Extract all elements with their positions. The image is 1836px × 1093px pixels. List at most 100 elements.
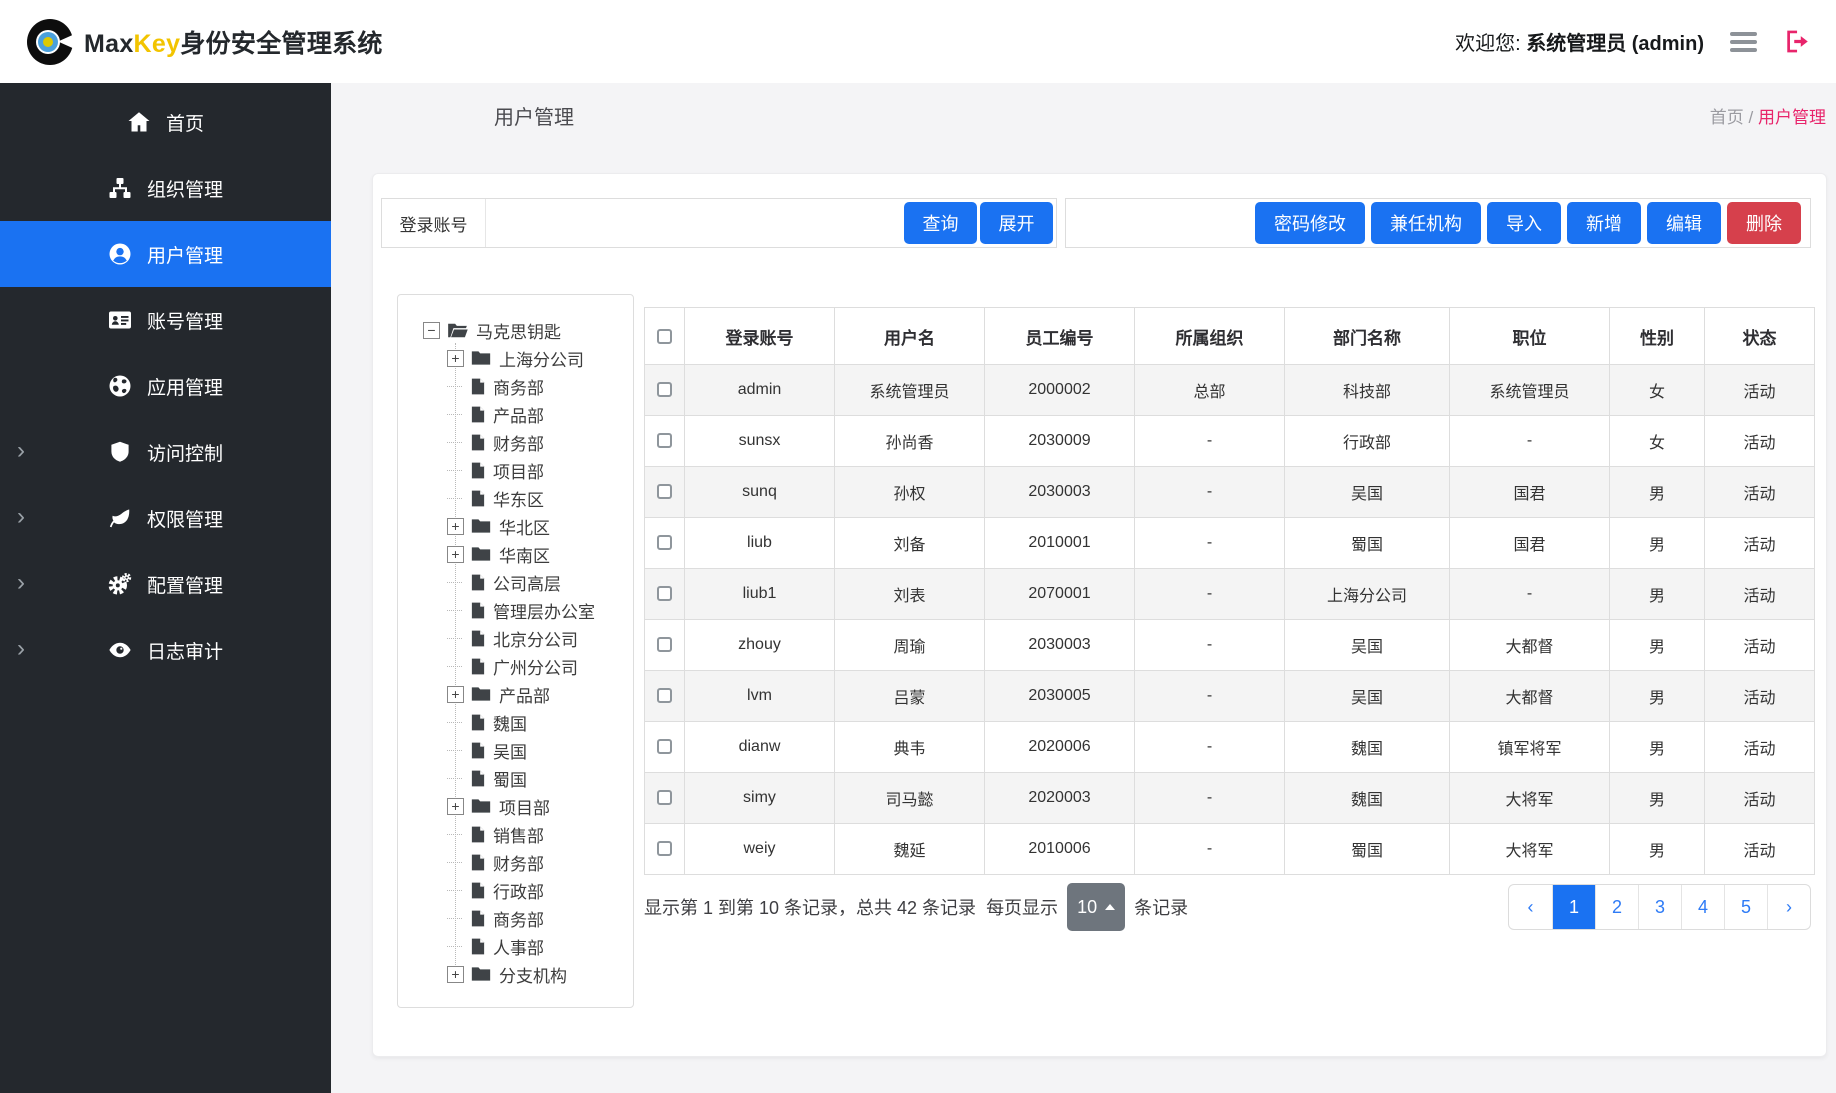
- page-size-select[interactable]: 10: [1067, 883, 1126, 931]
- login-account-input[interactable]: [486, 199, 904, 247]
- secondary-org-button[interactable]: 兼任机构: [1371, 202, 1481, 244]
- sidebar: 首页 组织管理 用户管理 账号管理 应用管理 › 访问控制 › 权限管理 › 配置管理 › 日志审计: [0, 83, 331, 1093]
- tree-node[interactable]: 行政部: [398, 876, 633, 904]
- table-cell: 男: [1609, 721, 1705, 773]
- row-checkbox[interactable]: [657, 841, 672, 857]
- row-checkbox-cell: [644, 823, 685, 875]
- table-row[interactable]: admin 系统管理员 2000002 总部 科技部 系统管理员女活动: [644, 364, 1815, 416]
- table-row[interactable]: sunq 孙权 2030003- 吴国 国君男活动: [644, 466, 1815, 518]
- tree-node[interactable]: 公司高层: [398, 568, 633, 596]
- main-layout: 首页 组织管理 用户管理 账号管理 应用管理 › 访问控制 › 权限管理 › 配置管理 › 日志审计 用…: [0, 83, 1836, 1093]
- tree-node[interactable]: 财务部: [398, 428, 633, 456]
- row-checkbox[interactable]: [657, 739, 672, 755]
- tree-node[interactable]: 华东区: [398, 484, 633, 512]
- row-checkbox-cell: [644, 670, 685, 722]
- edit-button[interactable]: 编辑: [1647, 202, 1721, 244]
- tree-node[interactable]: 商务部: [398, 372, 633, 400]
- tree-node[interactable]: 产品部: [398, 400, 633, 428]
- add-button[interactable]: 新增: [1567, 202, 1641, 244]
- tree-node[interactable]: 项目部: [398, 456, 633, 484]
- table-cell: 男: [1609, 670, 1705, 722]
- row-checkbox[interactable]: [657, 637, 672, 653]
- sidebar-item-user-mgmt[interactable]: 用户管理: [0, 221, 331, 287]
- table-row[interactable]: dianw 典韦 2020006- 魏国 镇军将军男活动: [644, 721, 1815, 773]
- table-row[interactable]: liub 刘备 2010001- 蜀国 国君男活动: [644, 517, 1815, 569]
- row-checkbox[interactable]: [657, 484, 672, 500]
- tree-expander-plus-icon[interactable]: +: [447, 685, 464, 703]
- tree-node[interactable]: − 马克思钥匙: [398, 316, 633, 344]
- tree-expander-plus-icon[interactable]: +: [447, 965, 464, 983]
- table-row[interactable]: sunsx 孙尚香 2030009- 行政部 - 女活动: [644, 415, 1815, 467]
- tree-node[interactable]: 管理层办公室: [398, 596, 633, 624]
- tree-node[interactable]: 北京分公司: [398, 624, 633, 652]
- page-button-4[interactable]: 4: [1681, 885, 1724, 929]
- sidebar-item-config-mgmt[interactable]: › 配置管理: [0, 551, 331, 617]
- sidebar-item-permission-mgmt[interactable]: › 权限管理: [0, 485, 331, 551]
- tree-node[interactable]: + 分支机构: [398, 960, 633, 988]
- expand-button[interactable]: 展开: [980, 202, 1053, 244]
- page-button-5[interactable]: 5: [1724, 885, 1767, 929]
- table-cell: 活动: [1704, 415, 1815, 467]
- tree-node[interactable]: 商务部: [398, 904, 633, 932]
- sidebar-item-org-mgmt[interactable]: 组织管理: [0, 155, 331, 221]
- logout-icon[interactable]: [1783, 28, 1810, 55]
- sidebar-item-log-audit[interactable]: › 日志审计: [0, 617, 331, 683]
- tree-node[interactable]: 吴国: [398, 736, 633, 764]
- sidebar-item-app-mgmt[interactable]: 应用管理: [0, 353, 331, 419]
- tree-expander-plus-icon[interactable]: +: [447, 545, 464, 563]
- page-button-3[interactable]: 3: [1638, 885, 1681, 929]
- folder-open-icon: [447, 322, 468, 339]
- tree-node-label: 财务部: [493, 434, 544, 454]
- table-cell: -: [1134, 772, 1285, 824]
- tree-expander-minus-icon[interactable]: −: [423, 321, 440, 339]
- tree-node[interactable]: 魏国: [398, 708, 633, 736]
- tree-node[interactable]: 财务部: [398, 848, 633, 876]
- row-checkbox[interactable]: [657, 382, 672, 398]
- tree-expander-plus-icon[interactable]: +: [447, 797, 464, 815]
- row-checkbox[interactable]: [657, 586, 672, 602]
- row-checkbox[interactable]: [657, 433, 672, 449]
- table-cell: 魏延: [834, 823, 985, 875]
- row-checkbox[interactable]: [657, 790, 672, 806]
- page-next-button[interactable]: ›: [1767, 885, 1810, 929]
- sidebar-item-home[interactable]: 首页: [0, 89, 331, 155]
- tree-node[interactable]: + 华北区: [398, 512, 633, 540]
- page-button-2[interactable]: 2: [1595, 885, 1638, 929]
- tree-node[interactable]: + 华南区: [398, 540, 633, 568]
- breadcrumb-home[interactable]: 首页: [1709, 108, 1744, 127]
- menu-icon[interactable]: [1728, 26, 1759, 58]
- tree-node[interactable]: 销售部: [398, 820, 633, 848]
- tree-node[interactable]: + 产品部: [398, 680, 633, 708]
- column-header: 性别: [1609, 307, 1705, 365]
- query-button[interactable]: 查询: [904, 202, 977, 244]
- tree-node[interactable]: + 项目部: [398, 792, 633, 820]
- tree-node[interactable]: + 上海分公司: [398, 344, 633, 372]
- brand-suffix: 身份安全管理系统: [180, 29, 383, 58]
- tree-node[interactable]: 蜀国: [398, 764, 633, 792]
- import-button[interactable]: 导入: [1487, 202, 1561, 244]
- page-button-1[interactable]: 1: [1552, 885, 1595, 929]
- sidebar-item-account-mgmt[interactable]: 账号管理: [0, 287, 331, 353]
- table-row[interactable]: lvm 吕蒙 2030005- 吴国 大都督男活动: [644, 670, 1815, 722]
- maxkey-logo-icon: [26, 18, 77, 66]
- tree-expander-plus-icon[interactable]: +: [447, 349, 464, 367]
- tree-node[interactable]: 人事部: [398, 932, 633, 960]
- table-cell: admin: [684, 364, 835, 416]
- table-row[interactable]: weiy 魏延 2010006- 蜀国 大将军男活动: [644, 823, 1815, 875]
- row-checkbox[interactable]: [657, 688, 672, 704]
- file-icon: [471, 938, 485, 955]
- folder-icon: [471, 546, 491, 562]
- table-row[interactable]: simy 司马懿 2020003- 魏国 大将军男活动: [644, 772, 1815, 824]
- select-all-checkbox[interactable]: [657, 329, 672, 345]
- tree-branch-line: [447, 665, 462, 667]
- sidebar-item-access-control[interactable]: › 访问控制: [0, 419, 331, 485]
- delete-button[interactable]: 删除: [1727, 202, 1801, 244]
- table-row[interactable]: zhouy 周瑜 2030003- 吴国 大都督男活动: [644, 619, 1815, 671]
- page-prev-button[interactable]: ‹: [1527, 896, 1534, 917]
- table-row[interactable]: liub1 刘表 2070001- 上海分公司 - 男活动: [644, 568, 1815, 620]
- table-cell: 大将军: [1449, 823, 1610, 875]
- tree-node[interactable]: 广州分公司: [398, 652, 633, 680]
- tree-expander-plus-icon[interactable]: +: [447, 517, 464, 535]
- password-change-button[interactable]: 密码修改: [1255, 202, 1365, 244]
- row-checkbox[interactable]: [657, 535, 672, 551]
